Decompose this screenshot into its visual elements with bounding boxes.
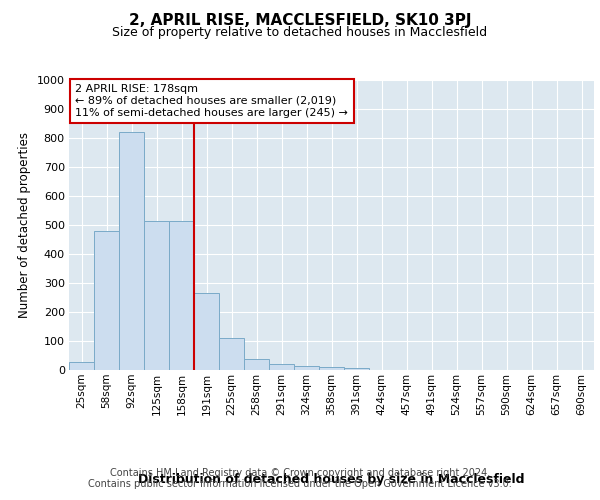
Text: 2 APRIL RISE: 178sqm
← 89% of detached houses are smaller (2,019)
11% of semi-de: 2 APRIL RISE: 178sqm ← 89% of detached h… (76, 84, 348, 117)
Bar (219, 338, 244, 370)
Bar (294, 366, 319, 370)
Bar (119, 132, 144, 370)
Bar (269, 364, 294, 370)
Bar (194, 293, 219, 370)
Bar (144, 220, 169, 370)
Text: 2, APRIL RISE, MACCLESFIELD, SK10 3PJ: 2, APRIL RISE, MACCLESFIELD, SK10 3PJ (129, 12, 471, 28)
Bar (319, 367, 344, 370)
Bar (94, 231, 119, 370)
Text: Contains public sector information licensed under the Open Government Licence v3: Contains public sector information licen… (88, 479, 512, 489)
Bar (169, 220, 194, 370)
Text: Contains HM Land Registry data © Crown copyright and database right 2024.: Contains HM Land Registry data © Crown c… (110, 468, 490, 477)
X-axis label: Distribution of detached houses by size in Macclesfield: Distribution of detached houses by size … (138, 473, 525, 486)
Bar (344, 368, 369, 370)
Bar (69, 362, 94, 370)
Bar (244, 359, 269, 370)
Y-axis label: Number of detached properties: Number of detached properties (18, 132, 31, 318)
Text: Size of property relative to detached houses in Macclesfield: Size of property relative to detached ho… (112, 26, 488, 39)
